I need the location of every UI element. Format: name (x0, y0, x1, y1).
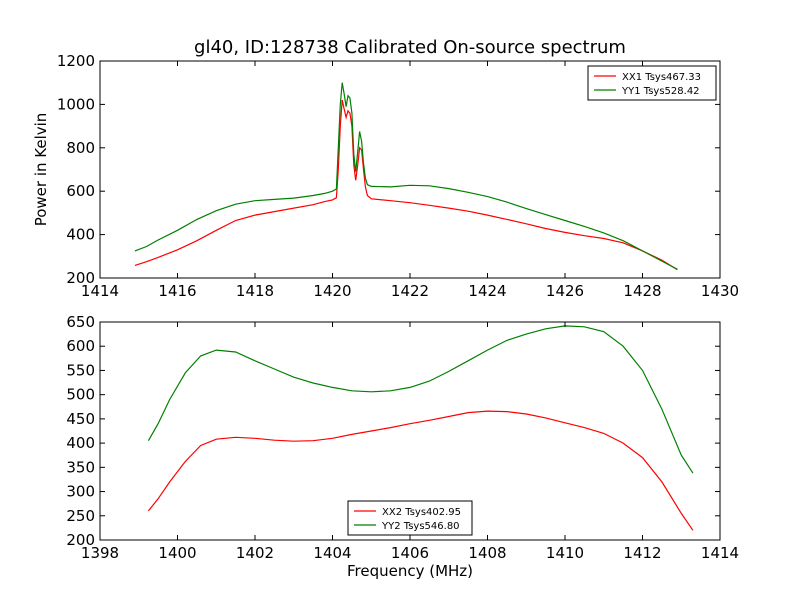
y-tick-label: 600 (66, 337, 95, 355)
x-tick-label: 1422 (391, 282, 429, 300)
y-tick-label: 200 (66, 269, 95, 287)
y-tick-label: 400 (66, 226, 95, 244)
series-line-2-1 (147, 410, 694, 531)
x-tick-label: 1430 (701, 282, 739, 300)
y-tick-label: 250 (66, 507, 95, 525)
legend: XX1 Tsys467.33 YY1 Tsys528.42 (587, 65, 717, 101)
legend-entry: YY2 Tsys546.80 (381, 521, 460, 532)
x-tick-label: 1420 (313, 282, 351, 300)
y-tick-label: 200 (66, 531, 95, 549)
x-tick-label: 1414 (81, 282, 119, 300)
x-tick-label: 1412 (623, 544, 661, 562)
y-tick-label: 600 (66, 182, 95, 200)
y-axis-label: Power in Kelvin (32, 113, 50, 227)
x-tick-label: 1406 (391, 544, 429, 562)
series-line-1-2 (134, 82, 678, 270)
x-tick-label: 1400 (158, 544, 196, 562)
panel-1: 1414 1416 1418 1420 1422 1424 1426 1428 1430 200 4… (32, 52, 739, 300)
figure-title: gl40, ID:128738 Calibrated On-source spe… (194, 37, 626, 58)
x-tick-label: 1408 (468, 544, 506, 562)
x-axis-label: Frequency (MHz) (347, 562, 473, 580)
y-tick-label: 650 (66, 313, 95, 331)
y-tick-label: 500 (66, 386, 95, 404)
y-tick-label: 450 (66, 410, 95, 428)
x-tick-label: 1418 (236, 282, 274, 300)
x-tick-label: 1428 (623, 282, 661, 300)
y-tick-label: 800 (66, 139, 95, 157)
x-tick-label: 1402 (236, 544, 274, 562)
chart-panels: 1414 1416 1418 1420 1422 1424 1426 1428 1430 200 4… (32, 52, 739, 580)
legend-entry: YY1 Tsys528.42 (621, 86, 700, 97)
y-tick-label: 350 (66, 458, 95, 476)
legend-box (587, 65, 717, 101)
x-tick-label: 1410 (546, 544, 584, 562)
legend-box (347, 500, 473, 536)
y-tick-label: 550 (66, 361, 95, 379)
x-tick-label: 1414 (701, 544, 739, 562)
y-tick-label: 1000 (57, 95, 95, 113)
legend-entry: XX2 Tsys402.95 (382, 507, 461, 518)
panel-2: 1398 1400 1402 1404 1406 1408 1410 1412 1414 200 2… (66, 313, 739, 580)
series-line-2-2 (147, 325, 694, 474)
legend: XX2 Tsys402.95 YY2 Tsys546.80 (347, 500, 473, 536)
x-tick-label: 1424 (468, 282, 506, 300)
y-tick-label: 300 (66, 483, 95, 501)
legend-entry: XX1 Tsys467.33 (622, 72, 701, 83)
y-tick-label: 400 (66, 434, 95, 452)
y-tick-label: 1200 (57, 52, 95, 70)
x-tick-label: 1416 (158, 282, 196, 300)
x-tick-label: 1404 (313, 544, 351, 562)
x-tick-label: 1398 (81, 544, 119, 562)
series-line-1-1 (134, 99, 678, 271)
x-tick-label: 1426 (546, 282, 584, 300)
